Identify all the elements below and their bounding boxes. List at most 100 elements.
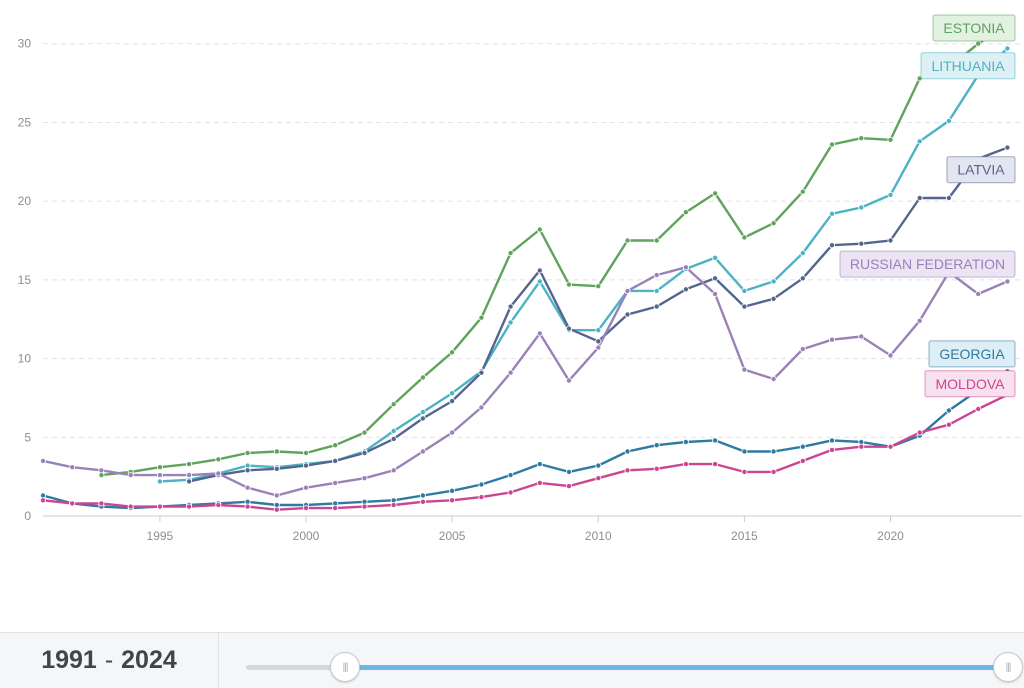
data-point-estonia[interactable] (653, 237, 660, 244)
data-point-estonia[interactable] (858, 135, 865, 142)
data-point-estonia[interactable] (273, 448, 280, 455)
data-point-moldova[interactable] (98, 500, 105, 507)
data-point-georgia[interactable] (419, 492, 426, 499)
data-point-moldova[interactable] (302, 505, 309, 512)
data-point-russian-federation[interactable] (858, 333, 865, 340)
data-point-estonia[interactable] (361, 429, 368, 436)
data-point-moldova[interactable] (361, 503, 368, 510)
data-point-estonia[interactable] (332, 442, 339, 449)
data-point-georgia[interactable] (741, 448, 748, 455)
data-point-russian-federation[interactable] (624, 287, 631, 294)
data-point-latvia[interactable] (799, 275, 806, 282)
data-point-moldova[interactable] (624, 467, 631, 474)
data-point-latvia[interactable] (916, 194, 923, 201)
data-point-estonia[interactable] (682, 209, 689, 216)
data-point-georgia[interactable] (770, 448, 777, 455)
data-point-moldova[interactable] (975, 405, 982, 412)
data-point-lithuania[interactable] (390, 427, 397, 434)
data-point-estonia[interactable] (244, 449, 251, 456)
data-point-lithuania[interactable] (770, 278, 777, 285)
data-point-russian-federation[interactable] (829, 336, 836, 343)
data-point-moldova[interactable] (244, 503, 251, 510)
data-point-latvia[interactable] (624, 311, 631, 318)
data-point-russian-federation[interactable] (595, 344, 602, 351)
data-point-moldova[interactable] (712, 461, 719, 468)
data-point-moldova[interactable] (682, 461, 689, 468)
data-point-georgia[interactable] (566, 468, 573, 475)
data-point-lithuania[interactable] (829, 210, 836, 217)
data-point-moldova[interactable] (507, 489, 514, 496)
data-point-estonia[interactable] (390, 401, 397, 408)
data-point-estonia[interactable] (566, 281, 573, 288)
data-point-moldova[interactable] (215, 501, 222, 508)
data-point-moldova[interactable] (478, 494, 485, 501)
data-point-latvia[interactable] (419, 415, 426, 422)
data-point-estonia[interactable] (595, 283, 602, 290)
data-point-moldova[interactable] (536, 479, 543, 486)
data-point-latvia[interactable] (887, 237, 894, 244)
data-point-moldova[interactable] (916, 429, 923, 436)
series-line-moldova[interactable] (42, 393, 1008, 511)
data-point-moldova[interactable] (595, 475, 602, 482)
data-point-russian-federation[interactable] (40, 457, 47, 464)
data-point-estonia[interactable] (770, 220, 777, 227)
data-point-moldova[interactable] (799, 457, 806, 464)
data-point-russian-federation[interactable] (361, 475, 368, 482)
data-point-russian-federation[interactable] (916, 317, 923, 324)
data-point-latvia[interactable] (770, 295, 777, 302)
data-point-russian-federation[interactable] (69, 464, 76, 471)
data-point-russian-federation[interactable] (682, 264, 689, 271)
data-point-russian-federation[interactable] (449, 429, 456, 436)
data-point-moldova[interactable] (332, 505, 339, 512)
data-point-moldova[interactable] (858, 443, 865, 450)
data-point-latvia[interactable] (273, 465, 280, 472)
data-point-lithuania[interactable] (595, 327, 602, 334)
data-point-lithuania[interactable] (887, 191, 894, 198)
data-point-latvia[interactable] (449, 398, 456, 405)
data-point-lithuania[interactable] (419, 409, 426, 416)
data-point-russian-federation[interactable] (975, 290, 982, 297)
data-point-estonia[interactable] (507, 250, 514, 257)
data-point-latvia[interactable] (302, 462, 309, 469)
year-range-slider[interactable]: ||| ||| (246, 633, 1024, 688)
data-point-georgia[interactable] (507, 472, 514, 479)
data-point-latvia[interactable] (1004, 144, 1011, 151)
data-point-lithuania[interactable] (712, 254, 719, 261)
data-point-estonia[interactable] (799, 188, 806, 195)
data-point-moldova[interactable] (419, 498, 426, 505)
data-point-moldova[interactable] (566, 483, 573, 490)
data-point-moldova[interactable] (186, 503, 193, 510)
series-line-georgia[interactable] (42, 370, 1009, 510)
data-point-latvia[interactable] (741, 303, 748, 310)
data-point-russian-federation[interactable] (1004, 278, 1011, 285)
series-line-russian-federation[interactable] (42, 266, 1008, 497)
data-point-latvia[interactable] (390, 435, 397, 442)
data-point-estonia[interactable] (186, 461, 193, 468)
data-point-lithuania[interactable] (449, 390, 456, 397)
data-point-moldova[interactable] (653, 465, 660, 472)
data-point-latvia[interactable] (682, 286, 689, 293)
data-point-estonia[interactable] (215, 456, 222, 463)
data-point-latvia[interactable] (566, 325, 573, 332)
data-point-russian-federation[interactable] (653, 272, 660, 279)
data-point-russian-federation[interactable] (478, 404, 485, 411)
data-point-latvia[interactable] (829, 242, 836, 249)
data-point-lithuania[interactable] (945, 117, 952, 124)
data-point-latvia[interactable] (858, 240, 865, 247)
data-point-russian-federation[interactable] (887, 352, 894, 359)
data-point-russian-federation[interactable] (507, 369, 514, 376)
series-line-lithuania[interactable] (159, 47, 1009, 483)
data-point-lithuania[interactable] (858, 204, 865, 211)
data-point-lithuania[interactable] (653, 287, 660, 294)
data-point-russian-federation[interactable] (741, 366, 748, 373)
data-point-estonia[interactable] (419, 374, 426, 381)
data-point-moldova[interactable] (40, 497, 47, 504)
data-point-latvia[interactable] (507, 303, 514, 310)
data-point-russian-federation[interactable] (770, 375, 777, 382)
data-point-russian-federation[interactable] (302, 484, 309, 491)
data-point-russian-federation[interactable] (186, 472, 193, 479)
data-point-georgia[interactable] (478, 481, 485, 488)
data-point-estonia[interactable] (712, 190, 719, 197)
data-point-moldova[interactable] (770, 468, 777, 475)
data-point-russian-federation[interactable] (127, 472, 134, 479)
